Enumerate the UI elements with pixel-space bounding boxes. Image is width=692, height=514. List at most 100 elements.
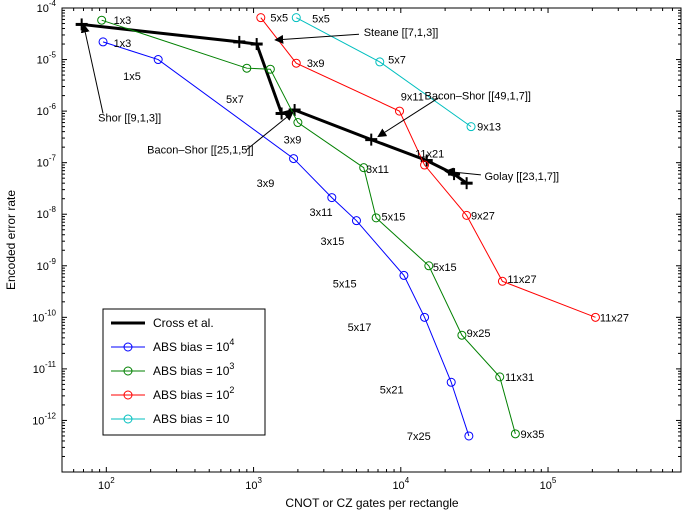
legend-label: ABS bias = 102 bbox=[153, 385, 234, 402]
data-point bbox=[98, 37, 108, 47]
point-label: 9x25 bbox=[467, 328, 491, 340]
point-label: 9x11 bbox=[401, 92, 424, 104]
point-label: 11x27 bbox=[507, 274, 536, 286]
legend-label: Cross et al. bbox=[153, 316, 214, 330]
y-tick-label: 10-9 bbox=[37, 257, 57, 273]
series-line bbox=[296, 17, 472, 128]
point-label: 1x5 bbox=[123, 71, 141, 83]
series-line bbox=[101, 19, 516, 434]
data-point bbox=[293, 118, 303, 128]
annotation-arrow bbox=[80, 23, 104, 114]
point-label: 3x11 bbox=[366, 164, 389, 176]
point-label: 5x7 bbox=[388, 55, 406, 67]
point-label: 3x9 bbox=[257, 178, 275, 190]
point-label: 3x15 bbox=[321, 236, 345, 248]
data-point bbox=[590, 312, 600, 322]
point-label: 11x27 bbox=[600, 312, 629, 324]
data-point bbox=[153, 55, 163, 65]
data-point bbox=[359, 163, 369, 173]
data-point bbox=[291, 13, 301, 23]
point-label: 5x15 bbox=[333, 279, 357, 291]
point-label: 5x5 bbox=[270, 13, 288, 25]
data-point bbox=[495, 372, 505, 382]
annotation-arrow bbox=[444, 167, 481, 177]
point-label: 3x9 bbox=[307, 58, 325, 70]
legend-marker bbox=[123, 414, 133, 424]
legend-label: ABS bias = 10 bbox=[153, 412, 230, 426]
data-point bbox=[256, 13, 266, 23]
annotation-text: Shor [[9,1,3]] bbox=[98, 113, 161, 125]
data-point bbox=[242, 63, 252, 73]
data-point bbox=[420, 312, 430, 322]
point-label-layer: 1x3 1x3 1x5 5x5 5x5 3x9 5x7 5x7 9x11 9x13 3x9 3x9 11… bbox=[114, 13, 629, 443]
point-label: 5x15 bbox=[433, 262, 457, 274]
point-label: 3x9 bbox=[284, 135, 302, 147]
data-point bbox=[327, 193, 337, 203]
point-label: 11x31 bbox=[505, 372, 534, 384]
y-tick-label: 10-5 bbox=[37, 51, 57, 67]
legend-label: ABS bias = 103 bbox=[153, 361, 234, 378]
data-point bbox=[395, 106, 405, 116]
data-point bbox=[375, 57, 385, 67]
data-point bbox=[464, 431, 474, 441]
annotation-arrow bbox=[274, 33, 360, 44]
data-point bbox=[446, 377, 456, 387]
y-tick-label: 10-4 bbox=[37, 0, 57, 15]
annotation-layer: Steane [[7,1,3]] Shor [[9,1,3]] Bacon–Shor… bbox=[80, 23, 559, 183]
data-point bbox=[462, 210, 472, 220]
data-point bbox=[466, 122, 476, 132]
annotation-text: Steane [[7,1,3]] bbox=[364, 27, 439, 39]
data-point bbox=[265, 64, 275, 74]
data-point bbox=[497, 276, 507, 286]
axis-ticks: 102 103 104 105 10-12 10-11 10-10 10-9 10-8 10-7 1… bbox=[32, 0, 682, 492]
legend-marker bbox=[123, 390, 133, 400]
data-point bbox=[457, 330, 467, 340]
legend-box bbox=[102, 308, 266, 436]
x-tick-label: 102 bbox=[98, 476, 115, 492]
series-layer bbox=[75, 13, 600, 441]
x-axis-label: CNOT or CZ gates per rectangle bbox=[285, 496, 459, 510]
point-label: 1x3 bbox=[114, 38, 132, 50]
point-label: 5x17 bbox=[348, 322, 372, 334]
point-label: 11x21 bbox=[415, 149, 444, 161]
annotation-arrow bbox=[246, 111, 294, 150]
legend: Cross et al. ABS bias = 104 ABS bias = 103… bbox=[102, 308, 266, 436]
annotation-text: Bacon–Shor [[49,1,7]] bbox=[425, 91, 531, 103]
data-point bbox=[420, 160, 430, 170]
point-label: 5x15 bbox=[382, 212, 406, 224]
y-tick-label: 10-7 bbox=[37, 154, 57, 170]
point-label: 9x35 bbox=[520, 429, 544, 441]
legend-marker bbox=[123, 366, 133, 376]
data-point bbox=[399, 270, 409, 280]
point-label: 3x11 bbox=[310, 207, 333, 219]
point-label: 5x5 bbox=[312, 14, 330, 26]
data-point bbox=[510, 429, 520, 439]
annotation-text: Golay [[23,1,7]] bbox=[484, 171, 559, 183]
data-point bbox=[351, 216, 361, 226]
point-label: 7x25 bbox=[407, 431, 431, 443]
annotation-arrow bbox=[377, 97, 439, 138]
point-label: 1x3 bbox=[114, 15, 132, 27]
x-tick-label: 103 bbox=[245, 476, 262, 492]
point-label: 5x7 bbox=[226, 94, 244, 106]
y-tick-label: 10-8 bbox=[37, 205, 57, 221]
y-tick-label: 10-12 bbox=[32, 411, 56, 427]
legend-marker bbox=[123, 342, 133, 352]
y-tick-label: 10-11 bbox=[33, 360, 57, 376]
y-tick-label: 10-6 bbox=[37, 102, 57, 118]
point-label: 9x13 bbox=[477, 122, 501, 134]
x-tick-label: 104 bbox=[392, 476, 409, 492]
y-tick-label: 10-10 bbox=[32, 308, 56, 324]
series-line bbox=[260, 17, 596, 318]
data-point bbox=[291, 58, 301, 68]
data-point bbox=[371, 213, 381, 223]
data-point bbox=[424, 261, 434, 271]
data-point bbox=[97, 15, 107, 25]
y-axis-label: Encoded error rate bbox=[4, 190, 18, 290]
x-tick-label: 105 bbox=[540, 476, 557, 492]
point-label: 5x21 bbox=[380, 384, 404, 396]
legend-label: ABS bias = 104 bbox=[153, 337, 234, 354]
series-line bbox=[102, 41, 470, 437]
point-label: 9x27 bbox=[471, 210, 495, 222]
